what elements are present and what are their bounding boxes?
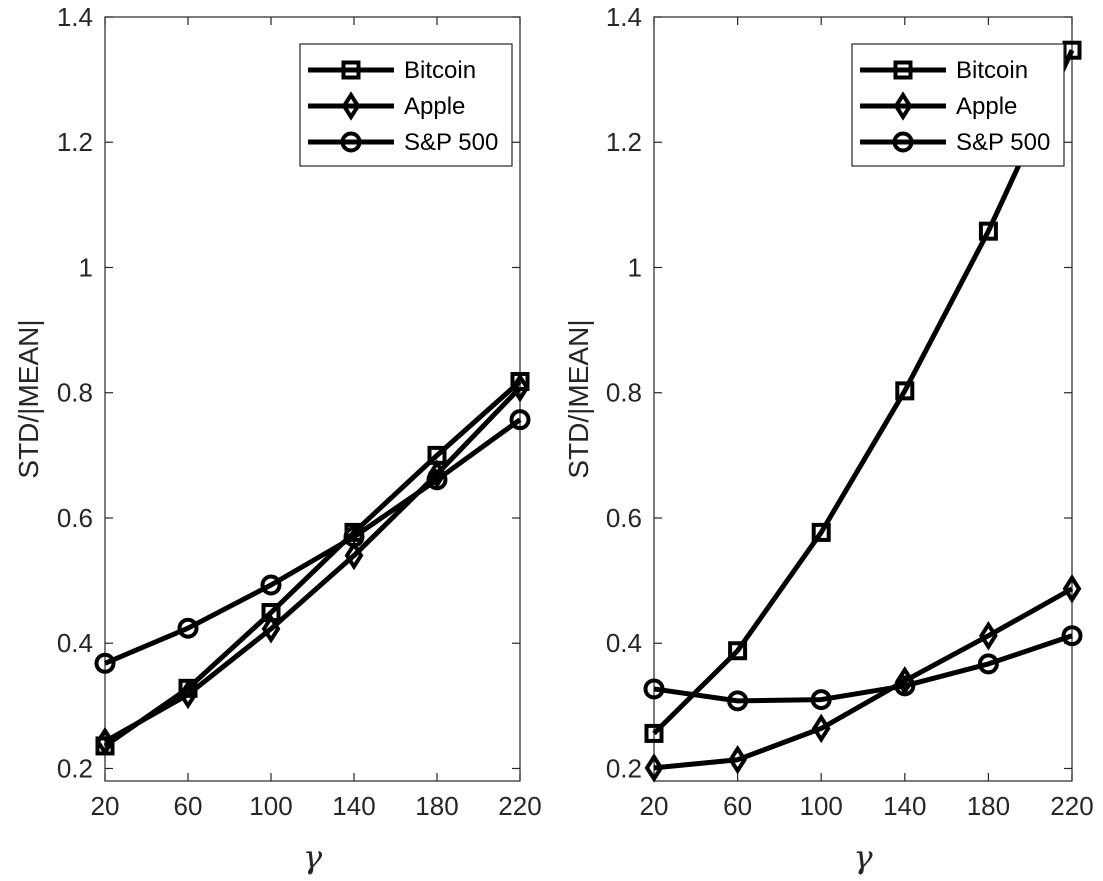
y-tick-label: 0.4 <box>57 628 93 658</box>
data-point-circle <box>426 469 448 491</box>
chart-panel-2: 20 60 100 140 180 220 0.2 0.4 0.6 0.8 1 1.2 1.4 STD/|… <box>563 2 1094 876</box>
y-tick-label: 1.4 <box>606 2 642 32</box>
legend-entry-square: Bitcoin <box>308 57 476 84</box>
series-line <box>653 586 1074 771</box>
legend-marker-square <box>893 60 913 80</box>
series-line <box>103 379 522 748</box>
x-tick-label: 140 <box>883 791 926 821</box>
legend: Bitcoin Apple S&P 500 <box>851 43 1065 167</box>
x-tick-label: 180 <box>967 791 1010 821</box>
x-tick-label: 140 <box>332 791 375 821</box>
x-tick-label: 180 <box>415 791 458 821</box>
data-point-diamond <box>261 614 281 644</box>
data-point-circle <box>1061 625 1083 647</box>
plot-area-frame <box>653 16 1073 782</box>
y-tick-label: 0.6 <box>606 503 642 533</box>
data-point-circle <box>977 653 999 675</box>
y-tick-label: 0.2 <box>57 753 93 783</box>
y-axis-label: STD/|MEAN| <box>13 319 44 478</box>
legend-entry-circle: S&P 500 <box>860 129 1050 156</box>
legend-label: Apple <box>956 93 1017 120</box>
y-tick-label: 1 <box>79 252 93 282</box>
legend-marker-diamond <box>893 91 913 121</box>
series-line <box>653 633 1073 704</box>
legend-marker-circle <box>340 131 362 153</box>
data-point-square <box>728 641 748 661</box>
data-point-square <box>895 381 915 401</box>
legend-label: Bitcoin <box>956 57 1028 84</box>
data-point-diamond <box>344 540 364 571</box>
series-circle <box>643 625 1083 712</box>
data-point-diamond <box>95 726 115 757</box>
data-point-circle <box>727 690 749 712</box>
data-point-diamond <box>178 679 198 710</box>
y-tick-label: 0.8 <box>606 378 642 408</box>
y-tick-label: 1.4 <box>57 2 93 32</box>
legend-entry-square: Bitcoin <box>860 57 1028 84</box>
x-tick-label: 220 <box>1050 791 1093 821</box>
series-line <box>104 417 522 666</box>
y-tick-label: 0.2 <box>606 753 642 783</box>
x-axis-label: γ <box>303 838 323 876</box>
x-tick-label: 60 <box>723 791 752 821</box>
legend-label: Apple <box>404 93 465 120</box>
data-point-diamond <box>510 373 530 403</box>
data-point-diamond <box>644 753 664 783</box>
data-point-circle <box>810 689 832 711</box>
legend-label: Bitcoin <box>404 57 476 84</box>
x-axis-label: γ <box>853 838 873 876</box>
data-point-circle <box>343 526 365 548</box>
x-tick-label: 220 <box>498 791 541 821</box>
y-tick-label: 1.2 <box>57 127 93 157</box>
data-point-diamond <box>1062 574 1082 604</box>
data-point-square <box>978 221 998 241</box>
data-point-circle <box>94 652 116 674</box>
y-axis-label: STD/|MEAN| <box>563 319 594 478</box>
series-line <box>103 385 522 744</box>
y-tick-label: 0.8 <box>57 378 93 408</box>
y-tick-label: 0.6 <box>57 503 93 533</box>
legend-entry-circle: S&P 500 <box>308 129 498 156</box>
data-point-diamond <box>728 744 747 775</box>
legend-entry-diamond: Apple <box>308 91 465 121</box>
data-point-diamond <box>979 620 998 651</box>
series-line <box>652 49 1075 736</box>
y-tick-label: 1.2 <box>606 127 642 157</box>
legend: Bitcoin Apple S&P 500 <box>299 43 513 167</box>
data-point-square <box>644 723 664 743</box>
data-point-circle <box>894 675 916 697</box>
legend-label: S&P 500 <box>404 129 498 156</box>
x-tick-label: 20 <box>91 791 120 821</box>
data-point-diamond <box>811 713 831 744</box>
legend-marker-diamond <box>341 91 361 121</box>
y-tick-label: 0.4 <box>606 628 642 658</box>
x-tick-label: 100 <box>800 791 843 821</box>
data-point-circle <box>643 678 665 700</box>
data-point-circle <box>260 574 282 596</box>
data-point-square <box>811 522 831 542</box>
data-point-circle <box>177 617 199 639</box>
legend-marker-circle <box>892 131 914 153</box>
y-tick-label: 1 <box>628 252 642 282</box>
legend-entry-diamond: Apple <box>860 91 1017 121</box>
legend-marker-square <box>341 60 361 80</box>
x-tick-label: 100 <box>249 791 292 821</box>
legend-label: S&P 500 <box>956 129 1050 156</box>
chart-panel-1: 20 60 100 140 180 220 0.2 0.4 0.6 0.8 1 1.2 1.4 STD/|… <box>13 2 542 876</box>
series-circle <box>94 409 531 674</box>
x-tick-label: 60 <box>174 791 203 821</box>
series-diamond <box>95 373 530 757</box>
x-tick-label: 20 <box>640 791 669 821</box>
data-point-circle <box>509 409 531 431</box>
